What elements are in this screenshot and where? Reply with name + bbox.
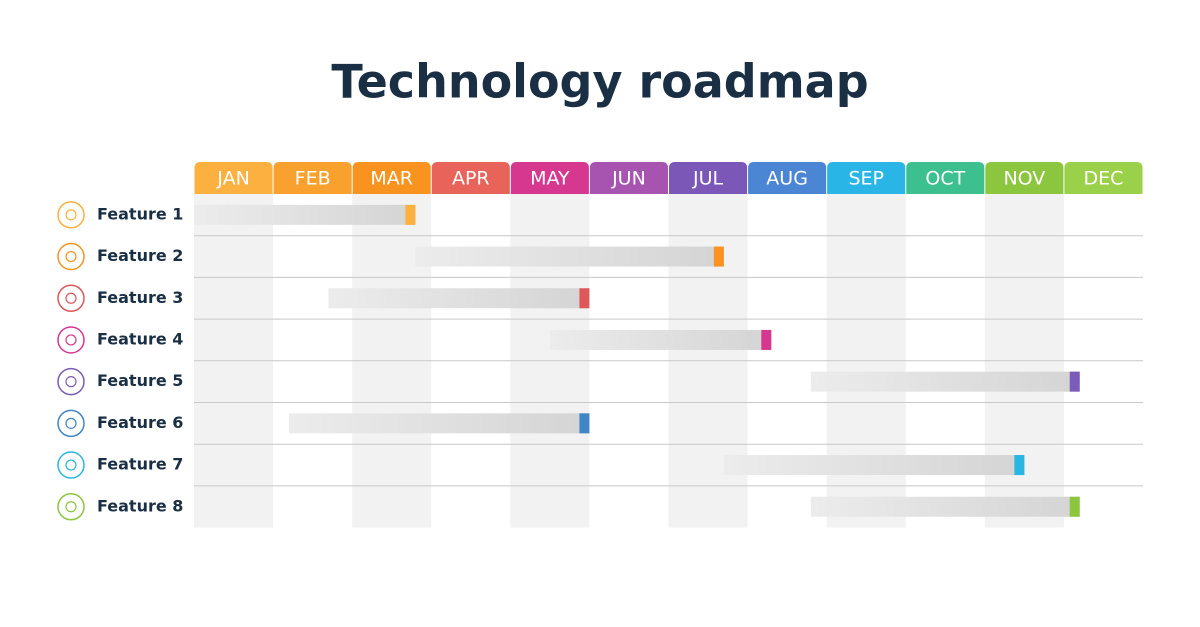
bar-end-cap: [579, 288, 590, 309]
feature-icon-dot: [65, 334, 77, 346]
feature-label: Feature 3: [97, 288, 183, 307]
bar-end-cap: [713, 246, 724, 267]
month-tab: [194, 162, 273, 194]
roadmap-bar: [328, 288, 590, 309]
month-tab: [589, 162, 668, 194]
feature-label: Feature 8: [97, 496, 183, 515]
feature-label: Feature 7: [97, 455, 183, 474]
month-label: FEB: [295, 168, 331, 190]
bar-end-cap: [1069, 496, 1080, 517]
bar-end-cap: [1014, 455, 1025, 476]
month-label: MAY: [530, 168, 570, 190]
feature-icon: [57, 493, 85, 521]
bar-end-cap: [761, 329, 772, 350]
month-tab: [510, 162, 589, 194]
bar-end-cap: [405, 204, 416, 225]
month-tab: [431, 162, 510, 194]
month-label: JAN: [216, 168, 249, 190]
roadmap-bar: [415, 246, 724, 267]
month-tab: [906, 162, 985, 194]
month-label: SEP: [848, 168, 884, 190]
feature-icon: [57, 451, 85, 479]
feature-icon-dot: [65, 292, 77, 304]
feature-icon-dot: [65, 501, 77, 513]
feature-label: Feature 6: [97, 413, 183, 432]
month-label: NOV: [1003, 168, 1045, 190]
month-tab: [273, 162, 352, 194]
feature-icon: [57, 242, 85, 271]
feature-icon: [57, 326, 85, 354]
feature-label: Feature 1: [97, 204, 183, 223]
month-tab: [352, 162, 431, 194]
month-tab: [1064, 162, 1143, 194]
roadmap-bar: [288, 413, 590, 434]
month-label: JUL: [692, 168, 724, 190]
month-label: OCT: [925, 168, 965, 190]
bar-end-cap: [1069, 371, 1080, 392]
feature-icon-dot: [65, 376, 77, 388]
roadmap-bar: [810, 496, 1080, 517]
roadmap-bar: [194, 204, 416, 225]
month-label: AUG: [766, 168, 808, 190]
feature-icon-dot: [65, 209, 77, 221]
feature-icon: [57, 284, 85, 312]
month-tab: [827, 162, 906, 194]
feature-label: Feature 4: [97, 329, 183, 348]
feature-icon: [57, 409, 85, 438]
roadmap-bar: [723, 455, 1025, 476]
feature-icon-dot: [65, 250, 77, 263]
feature-icon: [57, 367, 85, 396]
roadmap-bar: [549, 329, 772, 350]
feature-icon-dot: [65, 459, 77, 471]
month-label: DEC: [1084, 168, 1124, 190]
feature-label: Feature 2: [97, 246, 183, 265]
month-label: JUN: [611, 168, 646, 190]
chart-title: Technology roadmap: [331, 55, 868, 109]
month-tab: [985, 162, 1064, 194]
feature-icon-dot: [65, 417, 77, 429]
month-label: APR: [452, 168, 490, 190]
feature-icon: [57, 201, 85, 229]
bar-end-cap: [579, 413, 590, 434]
month-tab: [669, 162, 748, 194]
month-tab: [748, 162, 827, 194]
feature-label: Feature 5: [97, 371, 183, 390]
month-label: MAR: [370, 168, 413, 190]
roadmap-bar: [810, 371, 1080, 392]
